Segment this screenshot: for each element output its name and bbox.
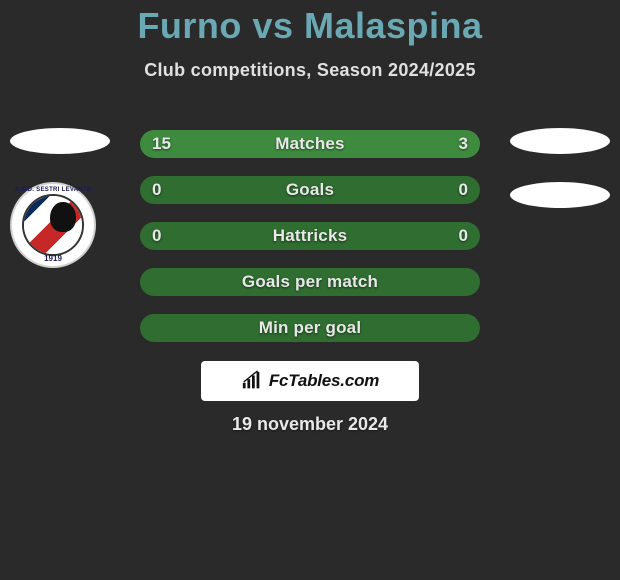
comparison-card: Furno vs Malaspina Club competitions, Se… [0, 6, 620, 580]
vs-text: vs [252, 5, 293, 46]
crest-silhouette-icon [50, 202, 76, 232]
brand-text: FcTables.com [269, 371, 379, 391]
player-a-name: Furno [137, 5, 241, 46]
left-badges-column: A.S.D. SESTRI LEVANTE 1919 [10, 128, 110, 268]
subtitle: Club competitions, Season 2024/2025 [0, 60, 620, 81]
player-b-placeholder-icon [510, 128, 610, 154]
generated-date: 19 november 2024 [0, 414, 620, 435]
stat-row-min-per-goal: Min per goal [140, 314, 480, 342]
bar-chart-icon [241, 370, 263, 392]
player-a-placeholder-icon [10, 128, 110, 154]
page-title: Furno vs Malaspina [0, 6, 620, 46]
stat-right-value: 0 [459, 180, 468, 200]
crest-inner [22, 194, 84, 256]
brand-box[interactable]: FcTables.com [201, 361, 419, 401]
stat-right-value: 3 [459, 134, 468, 154]
team-a-crest-icon: A.S.D. SESTRI LEVANTE 1919 [10, 182, 96, 268]
stat-row-hattricks: 0 Hattricks 0 [140, 222, 480, 250]
right-badges-column [510, 128, 610, 236]
stat-label: Hattricks [140, 226, 480, 246]
stat-label: Goals per match [140, 272, 480, 292]
stat-row-goals: 0 Goals 0 [140, 176, 480, 204]
team-b-placeholder-icon [510, 182, 610, 208]
stat-label: Goals [140, 180, 480, 200]
stat-rows: 15 Matches 3 0 Goals 0 0 Hattricks 0 Goa… [140, 130, 480, 360]
stat-label: Matches [140, 134, 480, 154]
stat-row-matches: 15 Matches 3 [140, 130, 480, 158]
stat-label: Min per goal [140, 318, 480, 338]
crest-year: 1919 [12, 254, 94, 263]
stat-row-goals-per-match: Goals per match [140, 268, 480, 296]
player-b-name: Malaspina [304, 5, 483, 46]
crest-arc-text: A.S.D. SESTRI LEVANTE [12, 187, 94, 193]
stat-right-value: 0 [459, 226, 468, 246]
